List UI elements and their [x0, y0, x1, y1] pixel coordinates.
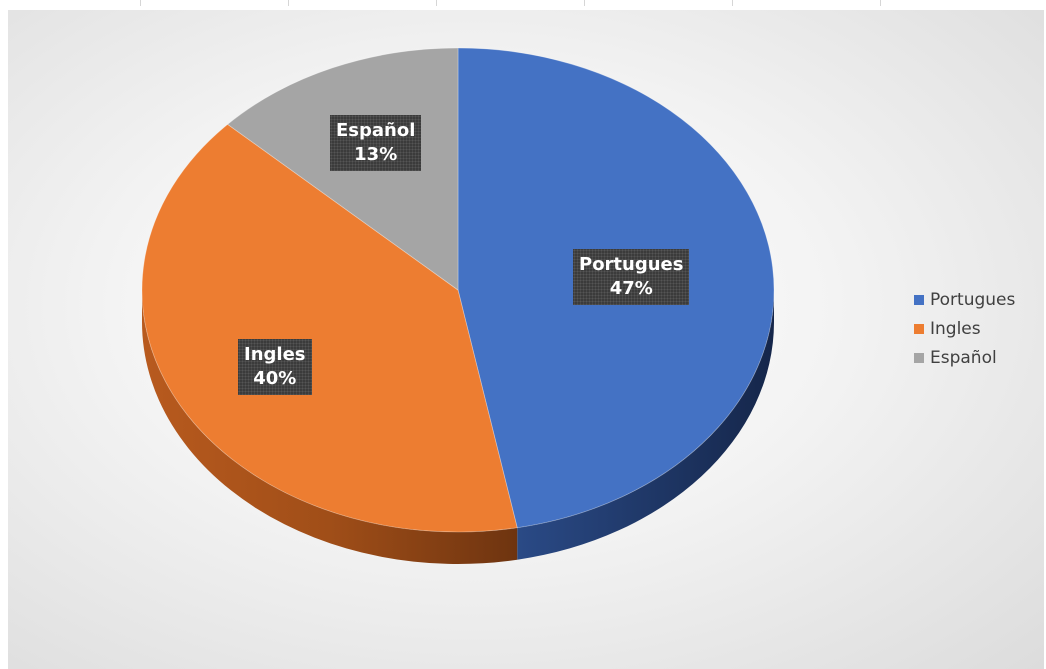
pie-slice-ingles	[141, 123, 518, 533]
data-label-ingles-value: 40%	[253, 368, 297, 389]
data-label-ingles-name: Ingles	[244, 344, 306, 365]
legend-swatch-ingles	[914, 323, 924, 334]
legend-label-ingles: Ingles	[930, 318, 981, 339]
data-label-portugues-name: Portugues	[579, 254, 684, 275]
data-label-espanol-name: Español	[336, 120, 416, 141]
legend-swatch-portugues	[914, 294, 924, 305]
pie-side-portugues	[517, 290, 774, 560]
legend-label-espanol: Español	[930, 347, 997, 368]
data-label-portugues-value: 47%	[609, 278, 653, 299]
legend-entry-portugues: Portugues	[914, 285, 1015, 314]
chart-top-ticks	[0, 0, 1046, 12]
pie-sides	[142, 290, 774, 564]
data-label-portugues: Portugues 47%	[573, 249, 690, 305]
legend-label-portugues: Portugues	[930, 289, 1016, 310]
pie-side-ingles	[142, 290, 518, 564]
data-label-espanol-value: 13%	[354, 144, 398, 165]
legend-entry-ingles: Ingles	[914, 314, 1015, 343]
legend-swatch-espanol	[914, 352, 924, 363]
data-label-espanol: Español 13%	[330, 115, 422, 171]
data-label-ingles: Ingles 40%	[238, 339, 312, 395]
legend: Portugues Ingles Español	[914, 285, 1015, 372]
legend-entry-espanol: Español	[914, 343, 1015, 372]
